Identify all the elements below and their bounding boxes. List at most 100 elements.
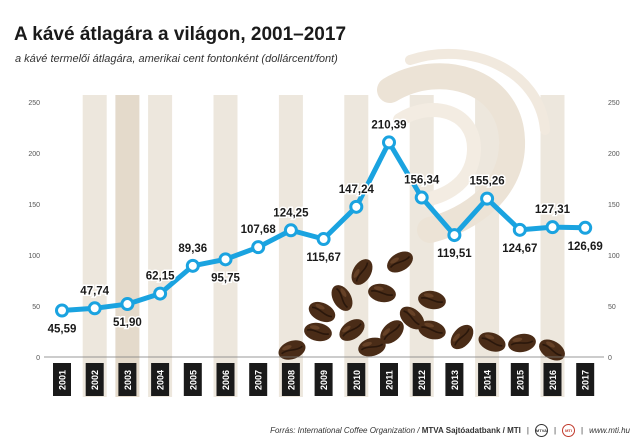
website-text: www.mti.hu (589, 425, 630, 435)
coffee-bean (304, 322, 332, 342)
data-label: 126,69 (568, 241, 603, 253)
y-tick-label-left: 150 (28, 202, 40, 209)
data-label: 89,36 (178, 243, 207, 255)
x-label-bar (347, 363, 366, 396)
coffee-bean (478, 332, 506, 352)
x-label-bar (151, 363, 170, 396)
data-label: 119,51 (437, 248, 472, 260)
x-tick-label: 2002 (90, 370, 100, 390)
separator: | (581, 425, 584, 435)
x-tick-label: 2017 (581, 370, 591, 390)
y-tick-label-left: 0 (36, 355, 40, 362)
coffee-bean (508, 333, 536, 353)
data-points (55, 135, 593, 318)
data-label: 95,75 (211, 272, 240, 284)
x-tick-label: 2001 (58, 370, 68, 390)
x-label-bar (380, 363, 398, 396)
y-axis-left: 0 50 100 150 200 250 (28, 100, 40, 362)
data-point (447, 228, 462, 243)
coffee-bean (351, 259, 373, 285)
data-label: 62,15 (146, 271, 175, 283)
data-label: 124,67 (502, 243, 537, 255)
data-label: 156,34 (404, 175, 440, 187)
y-tick-label-right: 200 (608, 151, 620, 158)
data-labels: 45,59 47,74 51,90 62,15 89,36 95,75 107,68 124,… (46, 118, 604, 337)
data-label: 124,25 (273, 207, 309, 219)
x-axis-labels: 2001 2002 2003 2004 2005 2006 2007 2008 2009 2010… (53, 363, 595, 396)
y-tick-label-left: 200 (28, 151, 40, 158)
x-tick-label: 2005 (188, 370, 198, 390)
data-point (382, 135, 396, 150)
data-label: 51,90 (113, 317, 142, 329)
x-label-bar (249, 363, 268, 396)
data-label: 107,68 (241, 224, 277, 236)
data-point (55, 303, 69, 318)
x-label-bar (510, 363, 529, 396)
data-point (414, 190, 429, 205)
data-label: 210,39 (371, 119, 406, 131)
coffee-swirl-decoration (377, 48, 550, 243)
x-tick-label: 2013 (450, 370, 460, 390)
x-label-bar (118, 363, 137, 396)
y-tick-label-left: 50 (32, 304, 40, 311)
x-label-bar (85, 363, 104, 396)
source-prefix: Forrás: International Coffee Organizatio… (270, 425, 422, 435)
x-tick-label: 2003 (123, 370, 133, 390)
x-label-bar (478, 363, 497, 396)
coffee-bean (380, 320, 404, 344)
coffee-bean (308, 301, 336, 323)
data-point (578, 220, 593, 235)
mtva-logo-icon: MTVA (534, 423, 548, 437)
coffee-bean (399, 306, 425, 330)
coffee-bean (539, 339, 565, 361)
x-tick-label: 2008 (286, 370, 296, 390)
x-tick-label: 2015 (515, 370, 525, 390)
data-point (218, 252, 233, 267)
mti-logo-icon: MTI (562, 423, 576, 437)
x-label-bar (412, 363, 431, 396)
y-tick-label-right: 50 (608, 304, 616, 311)
x-label-bar (281, 363, 300, 396)
data-label: 115,67 (306, 252, 341, 264)
data-point (512, 222, 527, 237)
coffee-bean (368, 283, 396, 303)
x-label-bar (576, 363, 595, 396)
x-label-bar (445, 363, 464, 396)
footer: Forrás: International Coffee Organizatio… (270, 422, 630, 438)
coffee-bean (358, 337, 386, 357)
data-point (87, 301, 102, 316)
coffee-bean (331, 285, 353, 311)
coffee-bean (450, 324, 474, 350)
separator: | (553, 425, 557, 435)
data-point (316, 232, 331, 247)
data-point (349, 199, 364, 214)
coffee-bean (387, 251, 413, 273)
x-label-bar (183, 363, 202, 396)
coffee-bean (418, 290, 446, 310)
x-tick-label: 2010 (352, 370, 362, 390)
y-tick-label-left: 100 (28, 253, 40, 260)
y-tick-label-left: 250 (28, 100, 40, 107)
coffee-bean (339, 319, 365, 341)
coffee-bean (278, 340, 306, 360)
x-label-bar (543, 363, 562, 396)
y-tick-label-right: 100 (608, 253, 620, 260)
x-tick-label: 2004 (156, 370, 166, 390)
x-tick-label: 2006 (221, 370, 231, 390)
x-tick-label: 2009 (319, 370, 329, 390)
data-point (185, 258, 200, 273)
data-point (120, 297, 135, 312)
chart-title: A kávé átlagára a világon, 2001–2017 (14, 24, 347, 45)
data-label: 45,59 (48, 323, 77, 335)
y-tick-label-right: 0 (608, 355, 612, 362)
y-axis-right: 0 50 100 150 200 250 (608, 100, 620, 362)
x-tick-label: 2007 (254, 370, 264, 390)
x-label-bar (216, 363, 235, 396)
data-label: 127,31 (535, 204, 571, 216)
data-point (480, 191, 495, 206)
data-point (251, 240, 266, 255)
data-point (545, 220, 560, 235)
y-tick-label-right: 250 (608, 100, 620, 107)
